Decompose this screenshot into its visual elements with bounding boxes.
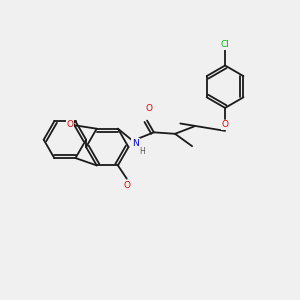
Text: O: O — [67, 120, 74, 129]
Text: Cl: Cl — [220, 40, 230, 49]
Text: H: H — [139, 147, 145, 156]
Text: N: N — [132, 139, 139, 148]
Text: O: O — [124, 181, 131, 190]
Text: O: O — [222, 121, 229, 130]
Text: O: O — [145, 104, 152, 113]
